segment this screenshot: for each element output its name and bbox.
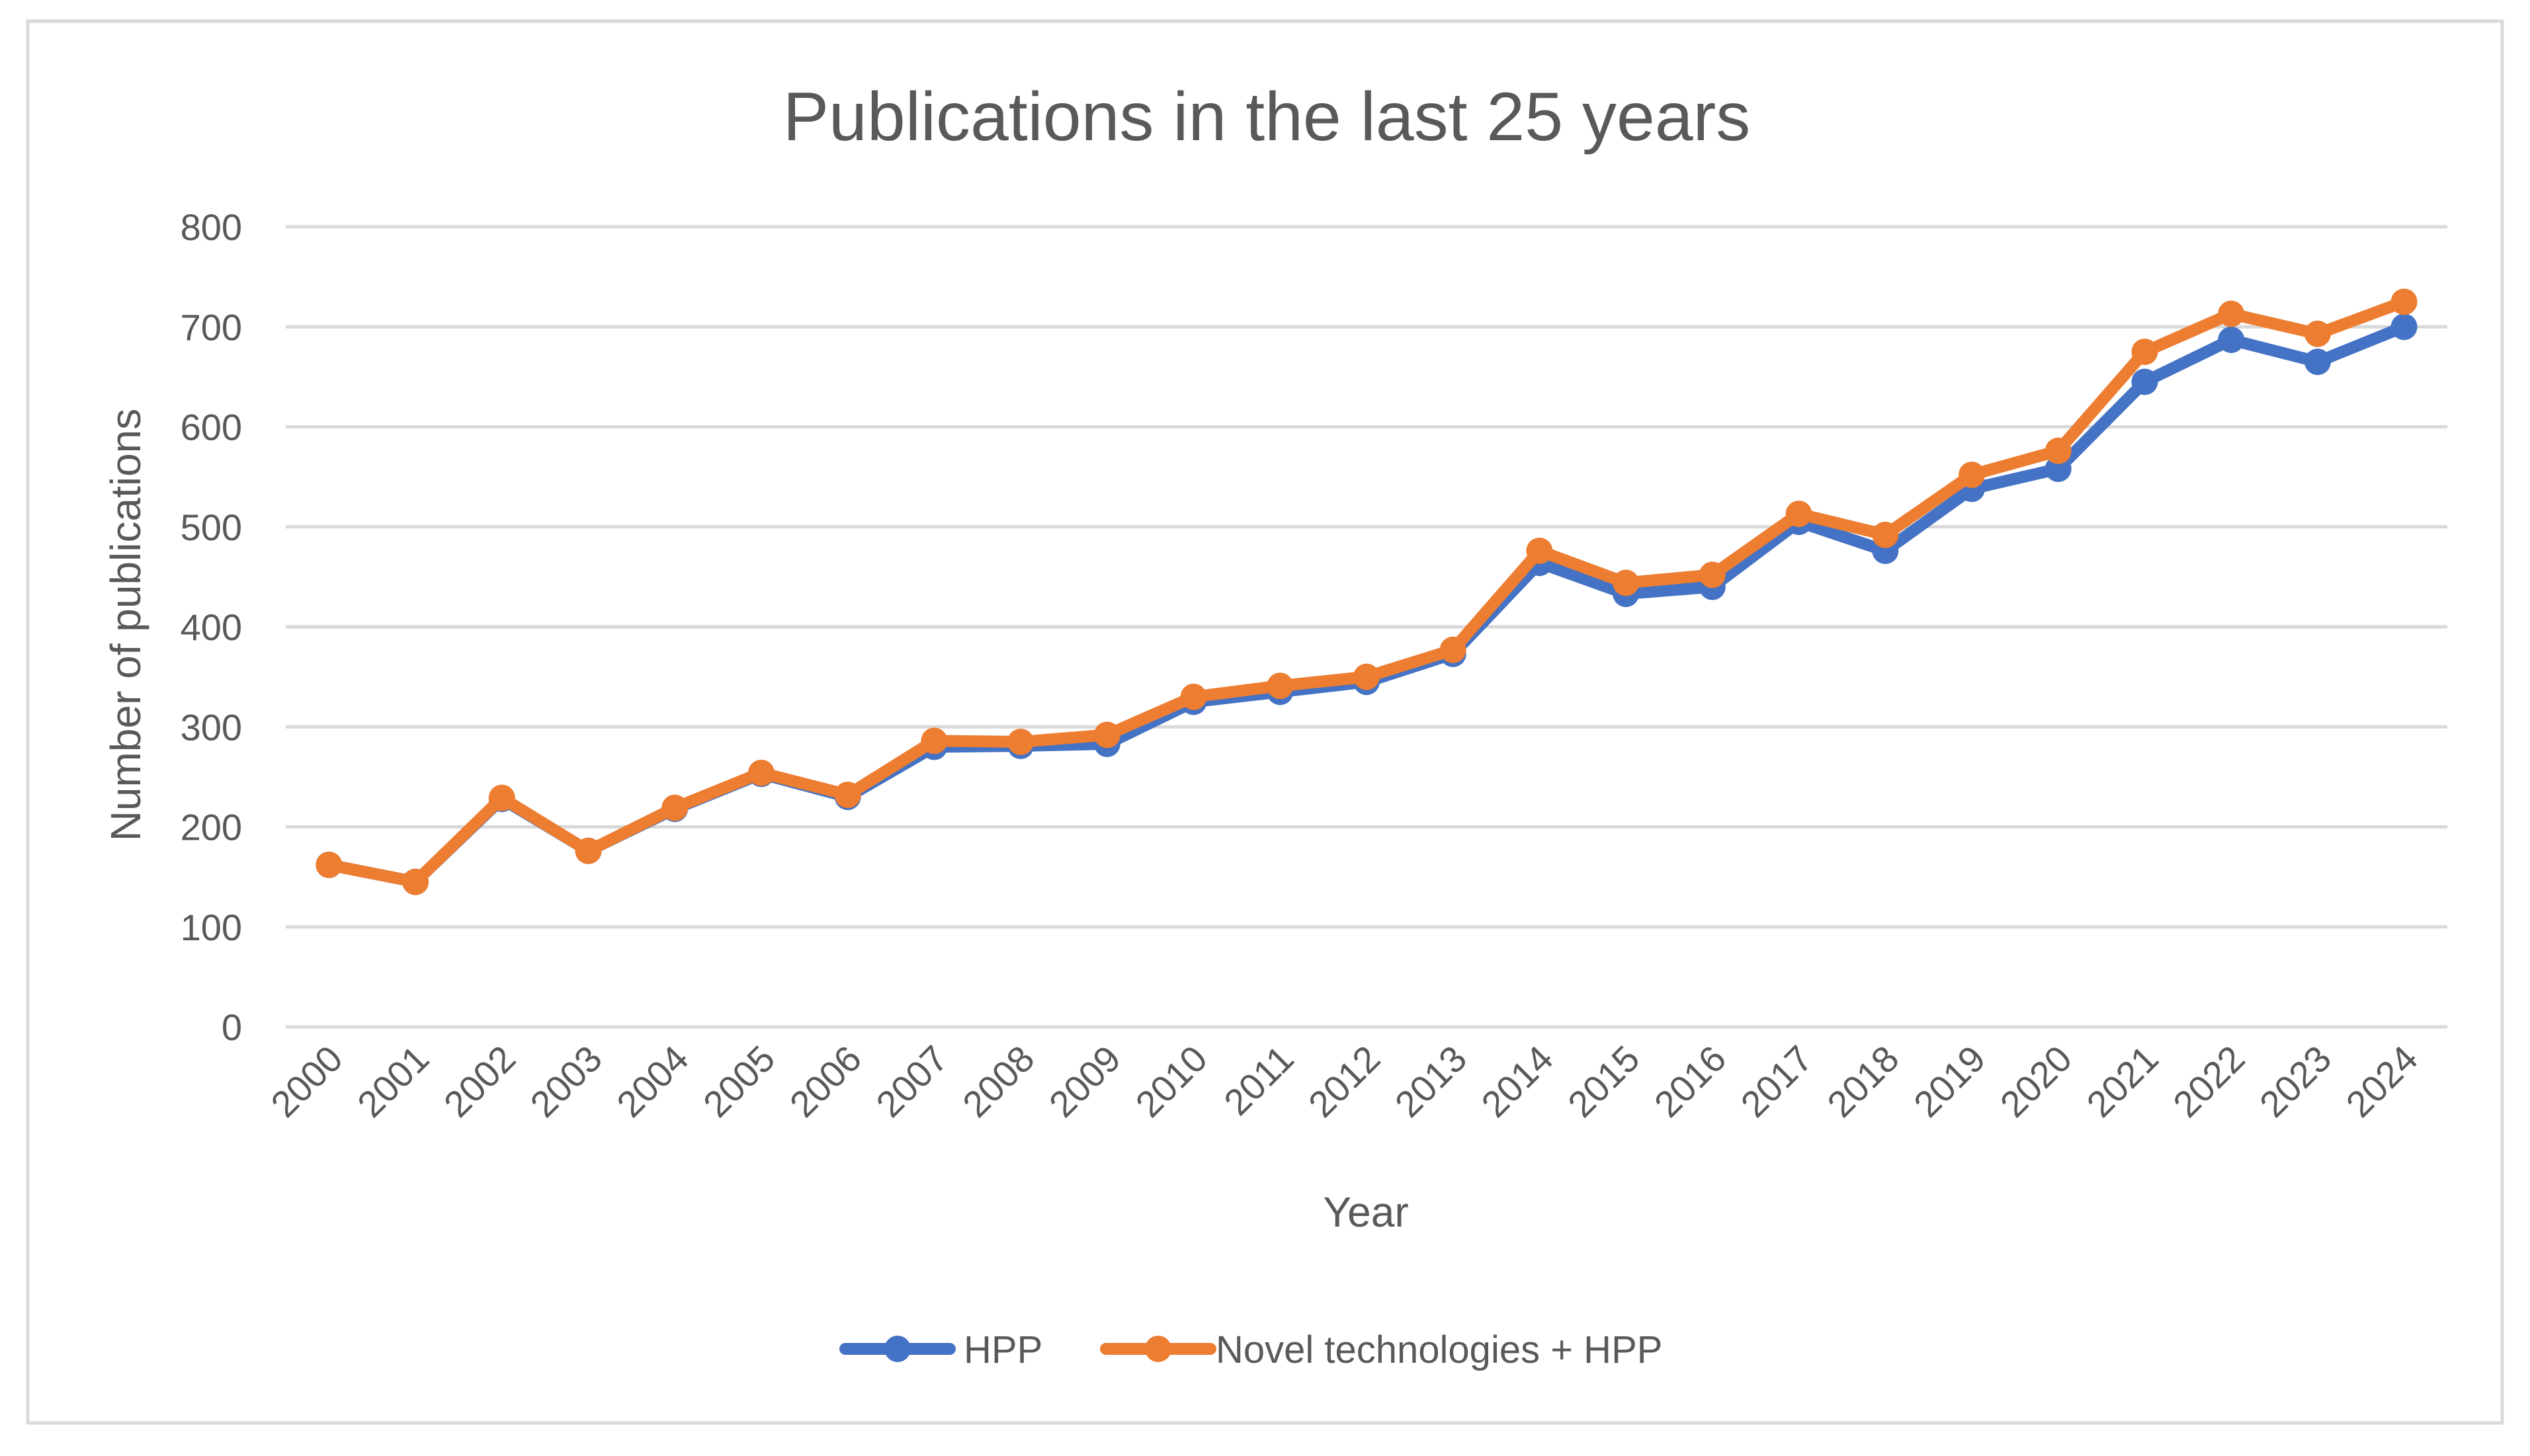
data-point: [2390, 313, 2418, 341]
legend-label: HPP: [964, 1328, 1042, 1371]
legend-item-0: HPP: [839, 1328, 1042, 1371]
data-point: [1699, 561, 1726, 588]
data-point: [1872, 521, 1899, 548]
data-point: [316, 851, 343, 878]
data-point: [1267, 672, 1294, 700]
y-axis-ticks: 0 100 200 300 400 500 600 700 800: [181, 206, 242, 1048]
data-point: [488, 784, 515, 811]
series-layer: [316, 288, 2418, 895]
y-axis-label: Number of publications: [102, 409, 149, 842]
y-tick-label: 200: [181, 807, 242, 848]
chart-title: Publications in the last 25 years: [783, 79, 1751, 155]
y-tick-label: 500: [181, 506, 242, 548]
data-point: [402, 868, 429, 895]
y-tick-label: 700: [181, 306, 242, 348]
data-point: [575, 837, 602, 864]
data-point: [834, 782, 861, 809]
x-axis-label: Year: [1323, 1188, 1408, 1236]
data-point: [2045, 437, 2072, 464]
data-point: [1353, 663, 1380, 690]
y-tick-label: 100: [181, 907, 242, 948]
data-point: [2131, 339, 2158, 366]
legend: HPP Novel technologies + HPP: [839, 1328, 1662, 1371]
data-point: [1785, 501, 1812, 528]
data-point: [661, 794, 689, 821]
y-tick-label: 300: [181, 706, 242, 748]
data-point: [2304, 320, 2331, 347]
y-tick-label: 0: [222, 1006, 242, 1048]
legend-point-marker: [1145, 1336, 1171, 1362]
legend-label: Novel technologies + HPP: [1216, 1328, 1662, 1371]
data-point: [1526, 538, 1553, 565]
data-point: [2131, 368, 2158, 395]
legend-point-marker: [884, 1336, 911, 1362]
data-point: [2390, 288, 2418, 315]
data-point: [1007, 728, 1034, 755]
data-point: [1613, 569, 1640, 596]
data-point: [2304, 348, 2331, 376]
chart-border: [26, 19, 2504, 1425]
y-tick-label: 600: [181, 407, 242, 448]
y-tick-label: 400: [181, 606, 242, 648]
data-point: [2218, 326, 2245, 353]
data-point: [921, 727, 948, 754]
data-point: [1959, 462, 1986, 489]
data-point: [1093, 721, 1120, 748]
series-1: [316, 288, 2418, 895]
legend-item-1: Novel technologies + HPP: [1100, 1328, 1662, 1371]
y-tick-label: 800: [181, 206, 242, 248]
data-point: [2218, 300, 2245, 327]
data-point: [1180, 683, 1207, 710]
data-point: [1439, 636, 1466, 663]
data-point: [747, 759, 775, 786]
